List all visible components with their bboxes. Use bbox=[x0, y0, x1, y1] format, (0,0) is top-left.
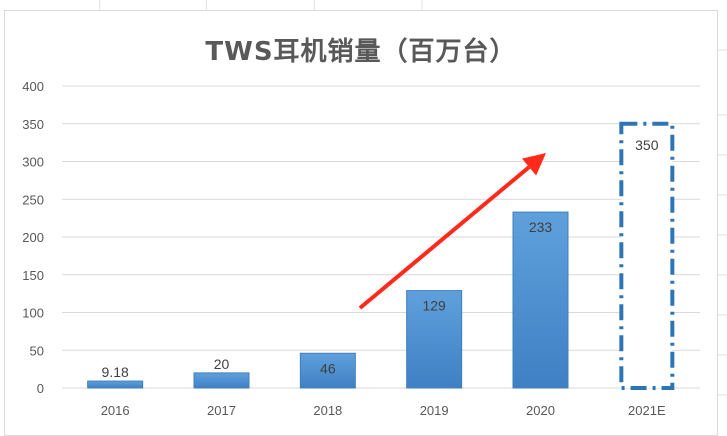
data-label: 350 bbox=[635, 137, 659, 153]
bar bbox=[299, 352, 356, 389]
y-tick-label: 400 bbox=[22, 79, 44, 94]
x-tick-label: 2016 bbox=[101, 403, 130, 418]
y-tick-label: 150 bbox=[22, 268, 44, 283]
y-tick-label: 250 bbox=[22, 192, 44, 207]
data-label: 20 bbox=[214, 356, 230, 372]
x-tick-label: 2017 bbox=[207, 403, 236, 418]
y-tick-label: 100 bbox=[22, 306, 44, 321]
data-label: 233 bbox=[529, 219, 553, 235]
bar bbox=[406, 290, 463, 389]
data-label: 9.18 bbox=[102, 364, 129, 380]
bar bbox=[87, 380, 144, 389]
x-tick-label: 2018 bbox=[313, 403, 342, 418]
trend-arrow-head bbox=[522, 153, 546, 176]
y-tick-label: 300 bbox=[22, 155, 44, 170]
trend-arrow-shaft bbox=[358, 165, 531, 310]
data-label: 46 bbox=[320, 360, 336, 376]
y-tick-label: 0 bbox=[37, 381, 44, 396]
bar bbox=[512, 211, 569, 389]
bar-estimate bbox=[619, 121, 675, 390]
data-label: 129 bbox=[422, 298, 446, 314]
x-tick-label: 2021E bbox=[628, 403, 666, 418]
y-tick-label: 200 bbox=[22, 230, 44, 245]
chart-area[interactable]: TWS耳机销量（百万台） bbox=[4, 10, 718, 436]
chart-title: TWS耳机销量（百万台） bbox=[205, 37, 517, 67]
bar bbox=[193, 372, 250, 389]
y-tick-label: 50 bbox=[30, 343, 44, 358]
x-tick-label: 2020 bbox=[526, 403, 555, 418]
x-tick-label: 2019 bbox=[420, 403, 449, 418]
y-tick-label: 350 bbox=[22, 117, 44, 132]
